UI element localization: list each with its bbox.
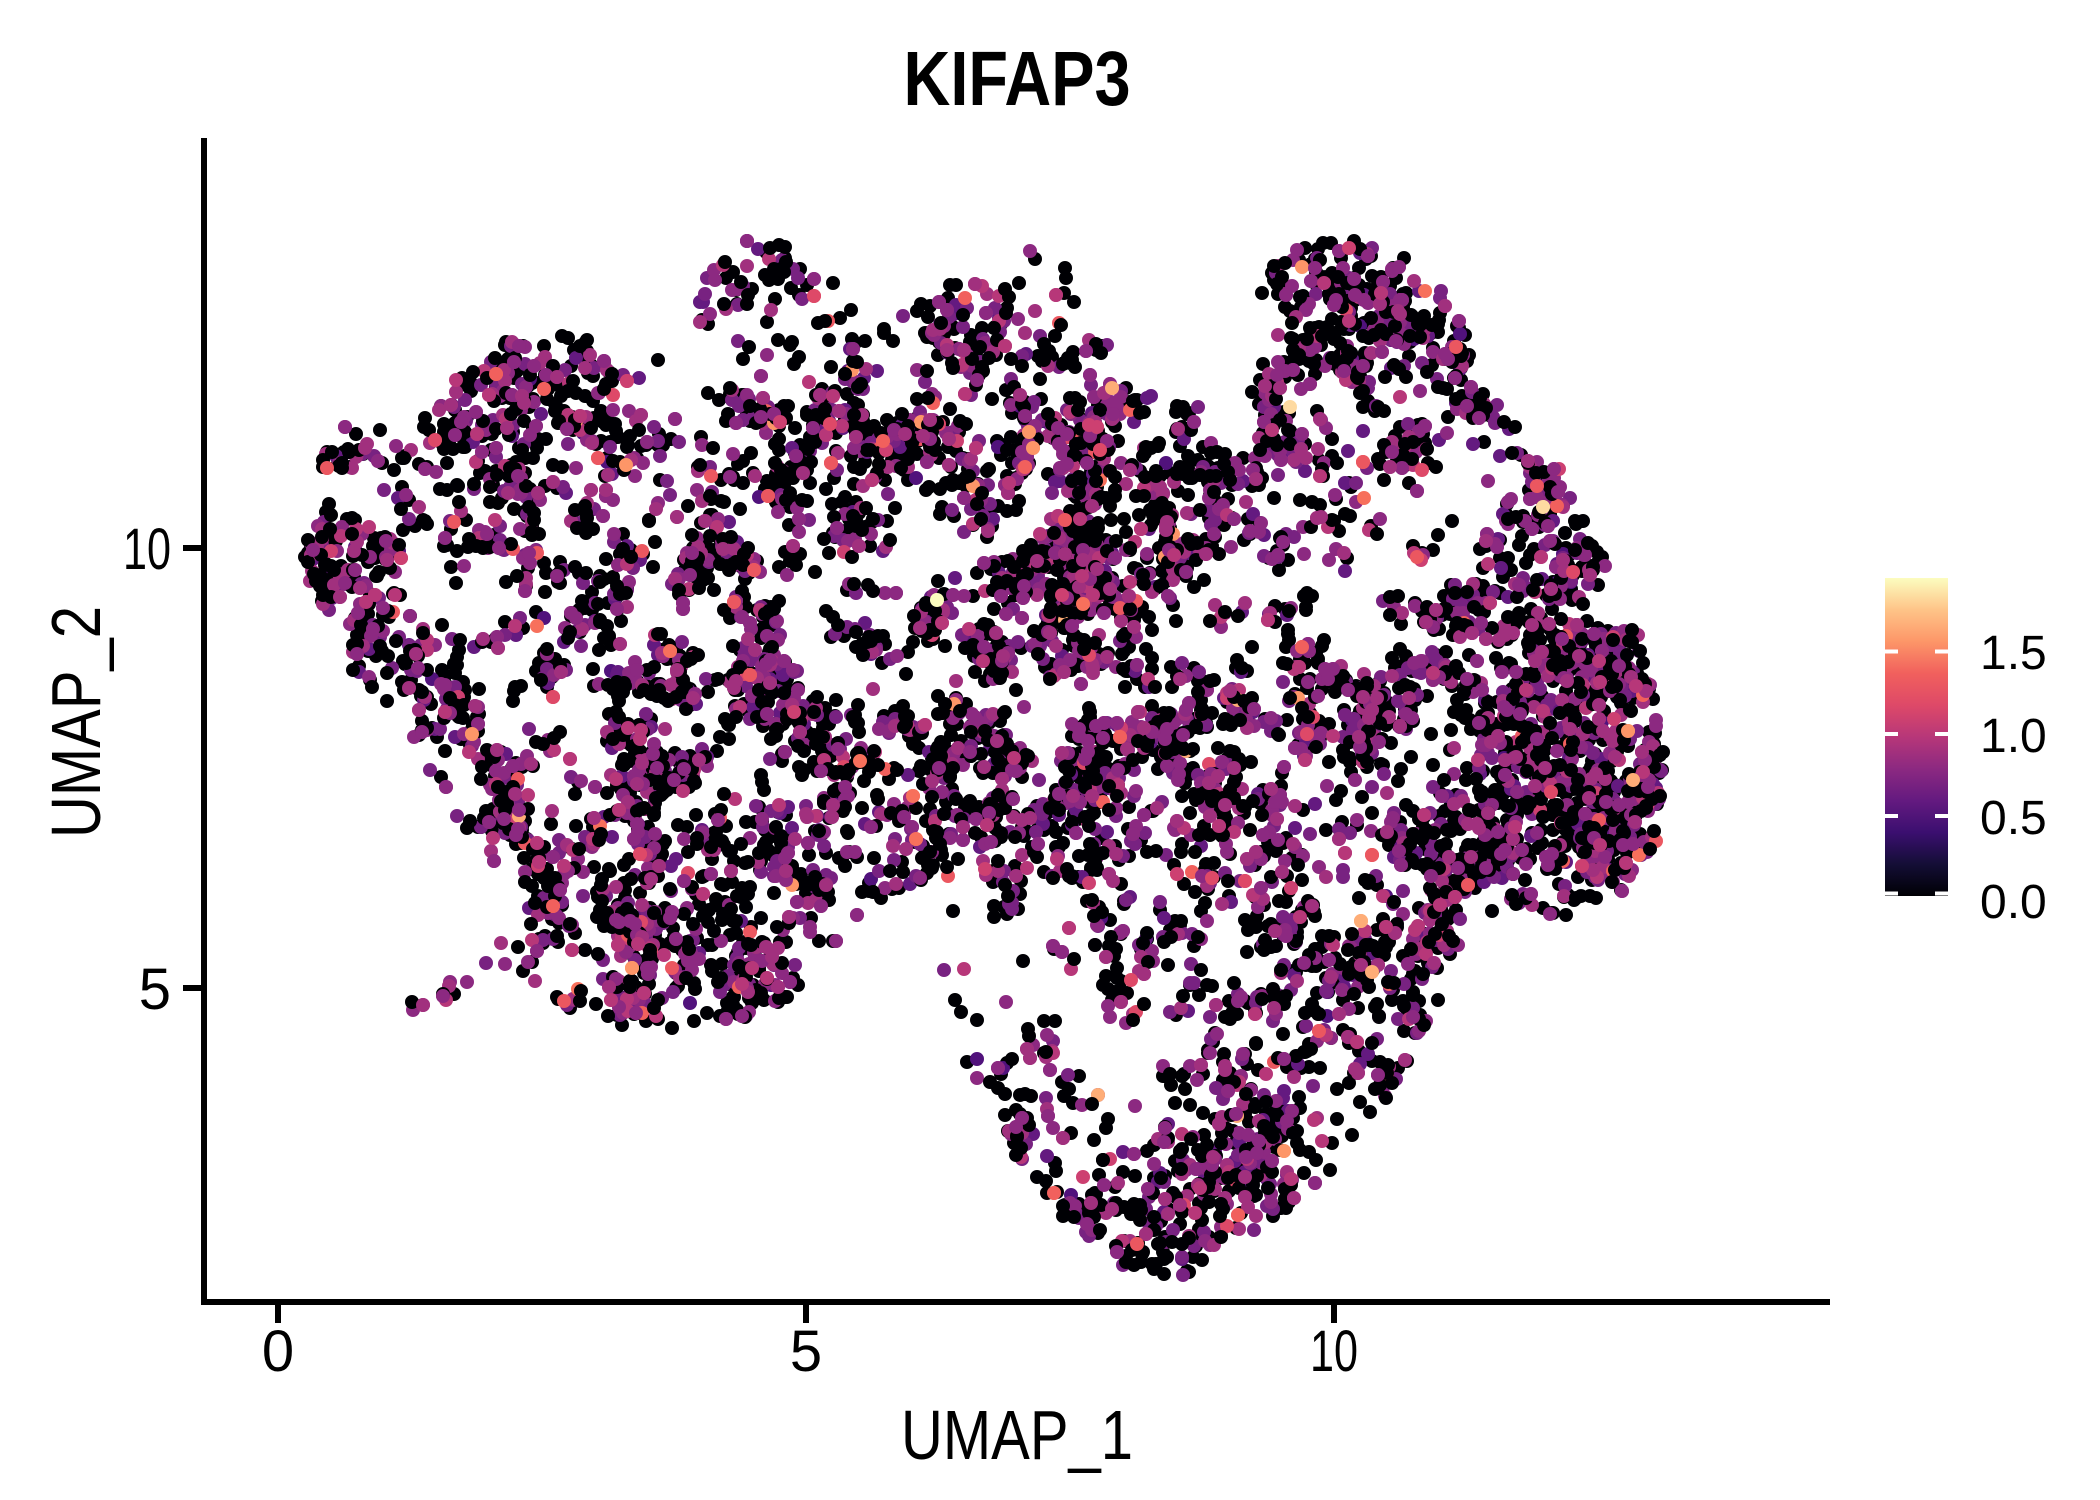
svg-text:5: 5: [790, 1319, 822, 1384]
svg-text:KIFAP3: KIFAP3: [904, 36, 1131, 122]
svg-text:10: 10: [123, 517, 171, 582]
svg-text:0: 0: [262, 1319, 294, 1384]
svg-text:1.0: 1.0: [1980, 710, 2047, 763]
svg-text:5: 5: [139, 957, 171, 1022]
svg-text:1.5: 1.5: [1980, 627, 2047, 680]
svg-text:0.0: 0.0: [1980, 876, 2047, 929]
svg-text:10: 10: [1310, 1319, 1358, 1384]
svg-text:UMAP_2: UMAP_2: [37, 606, 115, 838]
svg-text:UMAP_1: UMAP_1: [901, 1396, 1133, 1474]
svg-text:0.5: 0.5: [1980, 792, 2047, 845]
